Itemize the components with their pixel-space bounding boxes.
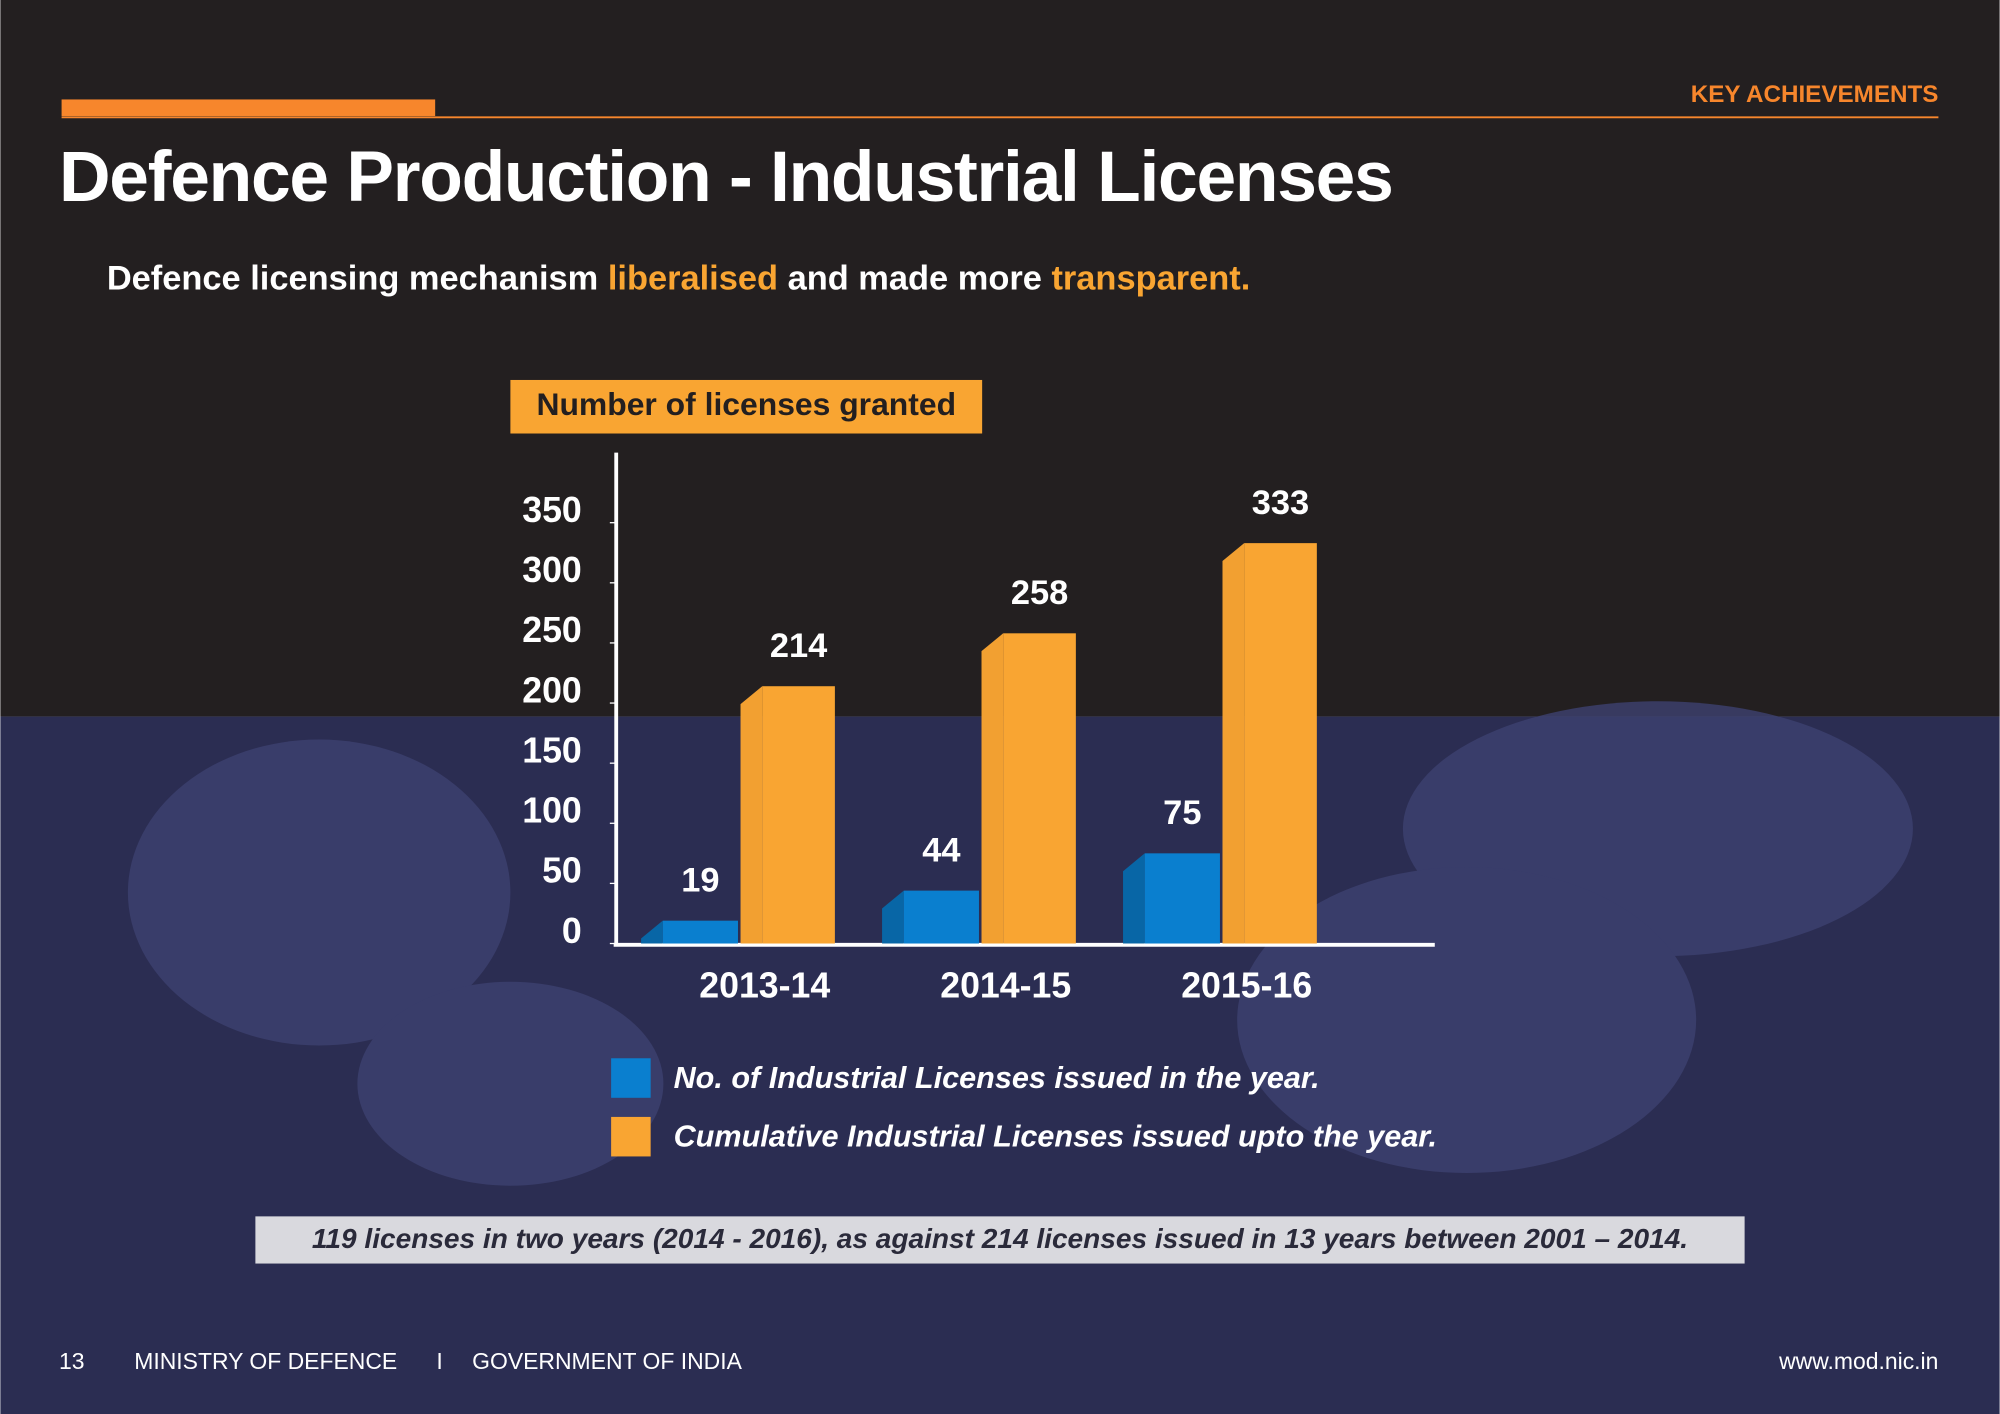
government: GOVERNMENT OF INDIA: [472, 1348, 742, 1374]
legend-label: Cumulative Industrial Licenses issued up…: [674, 1120, 1437, 1154]
top-background: [0, 0, 2000, 717]
bar-side: [981, 633, 1004, 944]
note-box: [255, 1216, 1745, 1264]
subtitle-highlight: liberalised: [608, 260, 778, 298]
section-label: KEY ACHIEVEMENTS: [1691, 81, 1939, 108]
ministry: MINISTRY OF DEFENCE: [134, 1348, 397, 1374]
y-tick-label: 300: [522, 550, 582, 590]
bar: [1144, 853, 1220, 944]
value-label: 44: [922, 831, 960, 869]
note: 119 licenses in two years (2014 - 2016),…: [312, 1223, 1688, 1254]
x-tick-label: 2013-14: [699, 966, 830, 1006]
y-tick-label: 100: [522, 791, 582, 831]
chart-title-box: [510, 379, 983, 434]
bar: [1244, 543, 1317, 944]
value-label: 214: [770, 627, 827, 665]
bar-side: [1222, 543, 1245, 944]
chart-title: Number of licenses granted: [536, 386, 956, 422]
bar-side: [641, 920, 663, 944]
bar-side: [740, 686, 763, 944]
subtitle: Defence licensing mechanism liberalised …: [59, 260, 1279, 298]
page-title: Defence Production - Industrial Licenses: [59, 137, 1392, 217]
subtitle-part: and made more: [778, 260, 1051, 298]
y-tick-label: 150: [522, 730, 582, 770]
y-tick-label: 200: [522, 670, 582, 710]
y-tick-label: 0: [562, 911, 582, 951]
bar: [662, 920, 738, 944]
bar: [762, 686, 835, 944]
y-tick-label: 350: [522, 490, 582, 530]
page-number: 13: [59, 1348, 85, 1374]
x-tick-label: 2015-16: [1181, 966, 1312, 1006]
bar-side: [1123, 853, 1145, 944]
subtitle-part: Defence licensing mechanism: [107, 260, 608, 298]
y-tick-label: 250: [522, 610, 582, 650]
legend-swatch: [611, 1058, 651, 1098]
bar: [903, 890, 979, 944]
subtitle-highlight: transparent.: [1051, 260, 1250, 298]
url: www.mod.nic.in: [1778, 1348, 1938, 1374]
value-label: 258: [1011, 574, 1068, 612]
bar-side: [882, 890, 904, 944]
value-label: 19: [681, 862, 719, 900]
y-tick-label: 50: [542, 851, 582, 891]
value-label: 75: [1163, 794, 1201, 832]
separator: I: [436, 1348, 442, 1374]
chart: 0 50 100 150 200 250 300 350 2013-14 19 214 2014-15…: [522, 452, 1437, 1157]
header-bar: [61, 99, 436, 117]
legend-swatch: [611, 1116, 651, 1157]
x-tick-label: 2014-15: [940, 966, 1071, 1006]
value-label: 333: [1252, 484, 1309, 522]
legend-label: No. of Industrial Licenses issued in the…: [674, 1061, 1320, 1095]
bar: [1003, 633, 1076, 944]
